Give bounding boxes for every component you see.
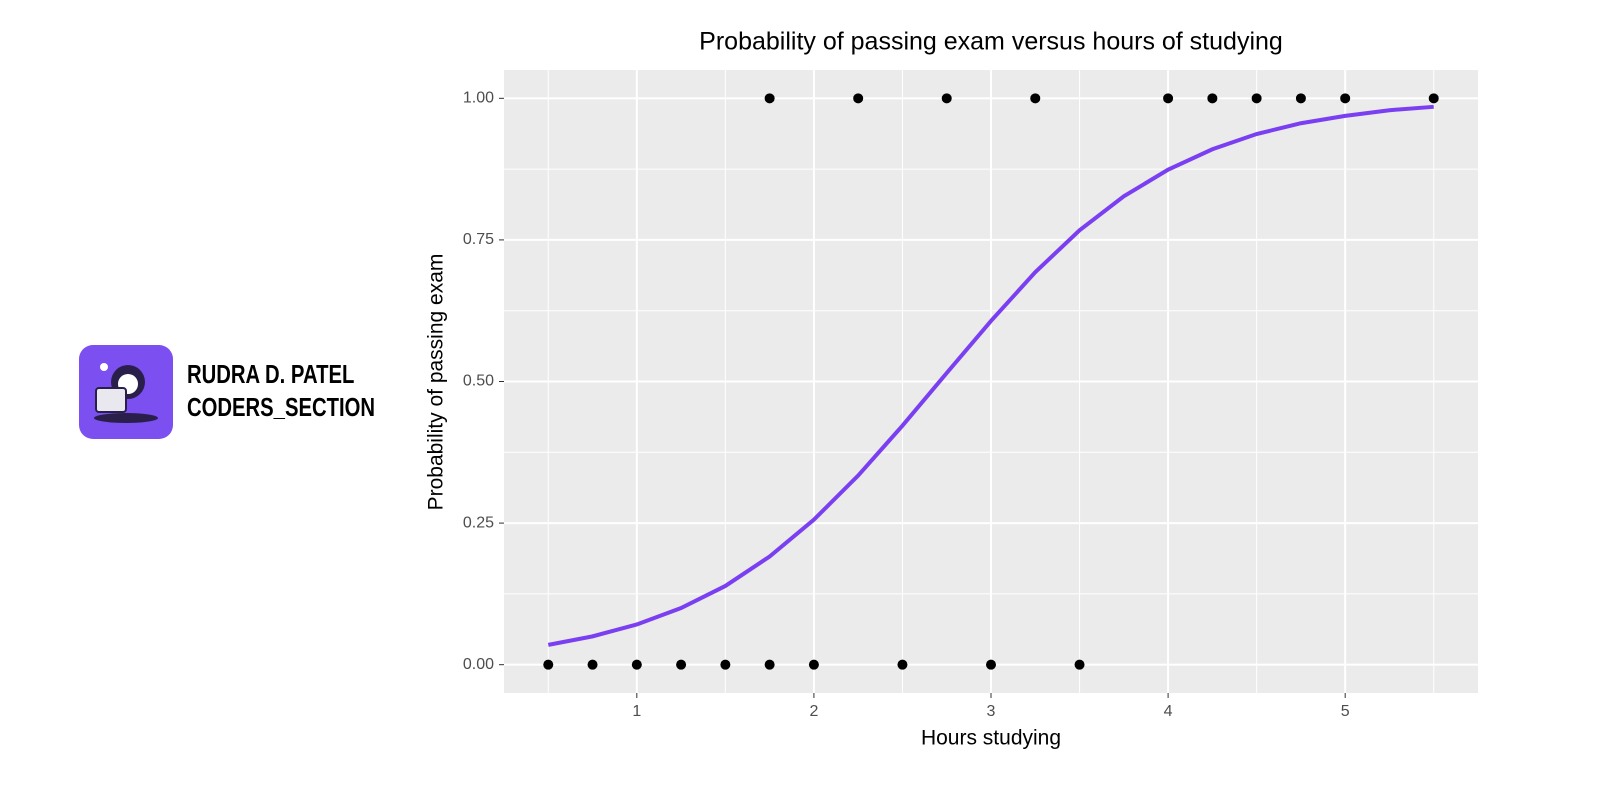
x-tick-label: 1 [632, 703, 641, 720]
data-point [853, 93, 864, 104]
data-point [587, 659, 598, 670]
data-point [1428, 93, 1439, 104]
y-tick-label: 0.00 [463, 656, 494, 673]
logo-line: RUDRA D. PATEL [187, 359, 354, 388]
chart-title: Probability of passing exam versus hours… [699, 28, 1283, 56]
data-point [1163, 93, 1174, 104]
x-tick-label: 3 [987, 703, 996, 720]
fit-curve [547, 104, 1434, 647]
y-tick-label: 0.75 [463, 231, 494, 248]
data-point [808, 659, 819, 670]
x-axis-title: Hours studying [921, 727, 1061, 750]
data-point [543, 659, 554, 670]
data-point [1074, 659, 1085, 670]
x-tick-label: 2 [809, 703, 818, 720]
desk [94, 413, 158, 423]
data-point [1251, 93, 1262, 104]
data-point [1340, 93, 1351, 104]
data-point [764, 93, 775, 104]
laptop [95, 387, 127, 413]
data-point [1295, 93, 1306, 104]
data-point [676, 659, 687, 670]
logo: RUDRA D. PATEL CODERS_SECTION [79, 345, 375, 439]
data-point [941, 93, 952, 104]
data-point [1207, 93, 1218, 104]
data-point [1030, 93, 1041, 104]
logo-line: CODERS_SECTION [187, 392, 375, 421]
heart-bubble [100, 363, 108, 371]
data-point [986, 659, 996, 670]
data-point [897, 659, 908, 670]
y-tick-label: 1.00 [463, 90, 494, 107]
data-point [631, 659, 642, 670]
x-tick-label: 4 [1164, 703, 1173, 720]
y-tick-label: 0.50 [463, 373, 494, 390]
y-axis-title: Probability of passing exam [425, 254, 448, 511]
x-tick-label: 5 [1341, 703, 1350, 720]
data-point [720, 659, 731, 670]
y-tick-label: 0.25 [463, 514, 494, 531]
data-point [764, 659, 775, 670]
